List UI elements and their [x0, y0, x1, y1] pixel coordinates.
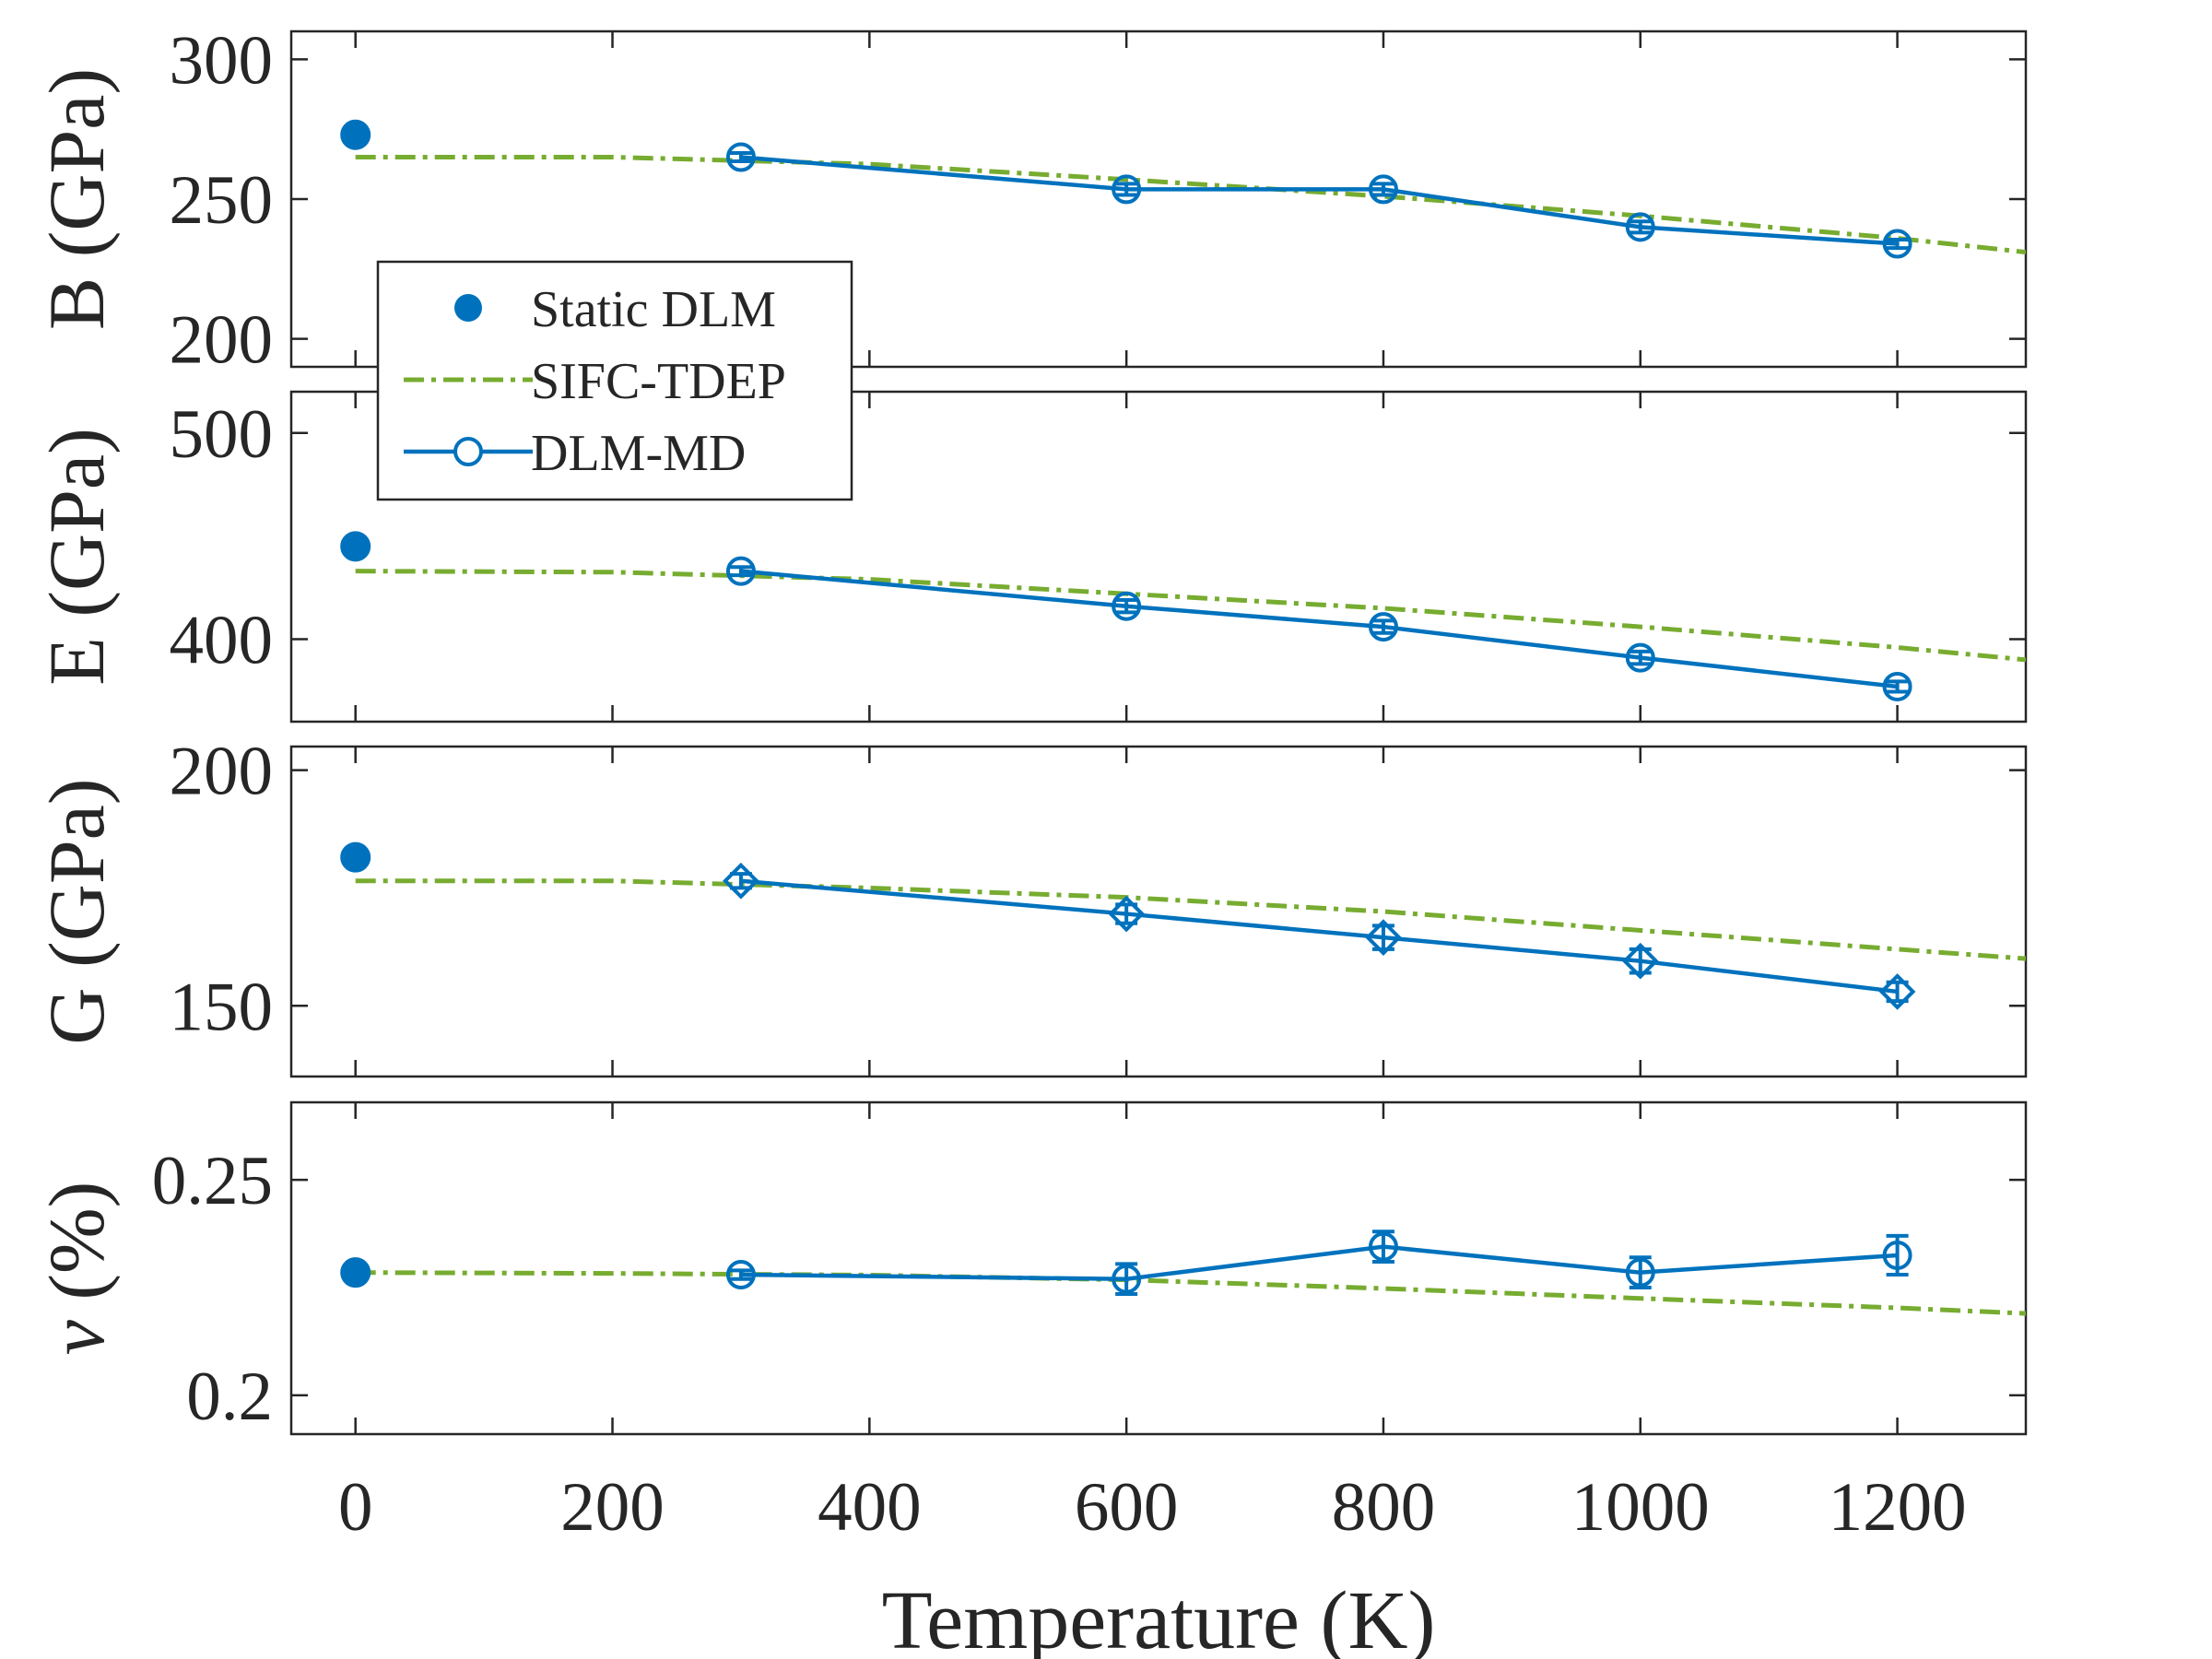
data-point-dlm-md	[1365, 919, 1402, 956]
y-tick-label: 0.25	[152, 1143, 273, 1219]
series-sifc-tdep-line	[355, 155, 2026, 255]
x-tick-label: 1200	[1829, 1469, 1967, 1546]
data-point-dlm-md	[1625, 642, 1655, 673]
x-axis-title: Temperature (K)	[882, 1575, 1436, 1659]
panel-frame	[289, 1100, 2028, 1436]
data-point-static-dlm	[340, 841, 371, 873]
y-tick-label: 150	[170, 969, 274, 1045]
data-point-static-dlm	[340, 119, 371, 150]
data-point-dlm-md	[725, 556, 756, 586]
data-point-dlm-md	[1368, 174, 1398, 205]
y-axis-title: ν (%)	[32, 1182, 121, 1356]
data-point-dlm-md	[1112, 174, 1142, 205]
plot-area	[355, 862, 2026, 1010]
x-tick-label: 800	[1332, 1469, 1436, 1546]
data-point-dlm-md	[1882, 1240, 1912, 1270]
data-point-dlm-md	[1112, 1264, 1142, 1294]
panel-B: 200 250 300 B (GPa)	[32, 22, 2028, 379]
plot-area	[355, 142, 2026, 259]
series-sifc-tdep-line	[355, 878, 2026, 961]
data-point-dlm-md	[725, 1260, 756, 1290]
y-axis-title: B (GPa)	[32, 68, 121, 330]
panel-E: 400 500 E (GPa)	[32, 390, 2028, 724]
data-point-dlm-md	[1878, 973, 1916, 1010]
y-tick-label: 250	[170, 162, 274, 239]
legend-marker-dlm-md	[453, 437, 483, 466]
y-axis-title: E (GPa)	[32, 428, 121, 685]
x-tick-label: 0	[338, 1469, 373, 1546]
legend-label: SIFC-TDEP	[531, 353, 786, 410]
series-dlm-md-line	[740, 155, 1898, 246]
series-sifc-tdep-line	[355, 569, 2026, 663]
legend-marker-static-dlm	[454, 294, 482, 322]
y-tick-label: 500	[170, 396, 274, 473]
data-point-dlm-md	[1112, 591, 1142, 621]
data-point-dlm-md	[1108, 895, 1145, 933]
y-tick-label: 300	[170, 22, 274, 99]
panel-nu: 0.2 0.25 ν (%)	[32, 1100, 2028, 1436]
data-point-dlm-md	[1882, 671, 1912, 701]
panel-frame	[289, 745, 2028, 1078]
panel-frame	[289, 390, 2028, 724]
series-dlm-md-line	[740, 878, 1898, 994]
data-point-dlm-md	[723, 862, 759, 900]
data-point-dlm-md	[1625, 1257, 1655, 1288]
panel-G: 150 200 G (GPa)	[32, 734, 2028, 1078]
y-tick-label: 400	[170, 603, 274, 679]
data-point-dlm-md	[725, 142, 756, 172]
legend-label: Static DLM	[531, 281, 776, 338]
data-point-dlm-md	[1621, 942, 1659, 980]
y-tick-label: 0.2	[186, 1359, 273, 1435]
data-point-dlm-md	[1625, 212, 1655, 242]
legend-label: DLM-MD	[531, 425, 746, 482]
data-point-dlm-md	[1368, 612, 1398, 642]
panels-layer: 200 250 300 B (GPa) 400 500 E (GPa) 150 200 G (GP…	[32, 22, 2028, 1436]
plot-area	[355, 556, 2026, 701]
y-tick-label: 200	[170, 302, 274, 379]
data-point-static-dlm	[340, 1257, 371, 1288]
plot-area	[355, 1230, 2026, 1316]
x-tick-label: 600	[1075, 1469, 1179, 1546]
legend: Static DLM SIFC-TDEP DLM-MD	[376, 260, 853, 501]
data-point-dlm-md	[1368, 1231, 1398, 1262]
x-axis: 0 200 400 600 800 1000 1200 Temperature (K)	[338, 1469, 1967, 1659]
series-dlm-md-line	[740, 569, 1898, 689]
x-tick-label: 400	[818, 1469, 922, 1546]
y-axis-title: G (GPa)	[32, 779, 121, 1045]
data-point-static-dlm	[340, 531, 371, 562]
x-tick-label: 1000	[1571, 1469, 1710, 1546]
y-tick-label: 200	[170, 734, 274, 810]
data-point-dlm-md	[1882, 229, 1912, 259]
x-tick-label: 200	[560, 1469, 665, 1546]
series-sifc-tdep-line	[355, 1270, 2026, 1316]
